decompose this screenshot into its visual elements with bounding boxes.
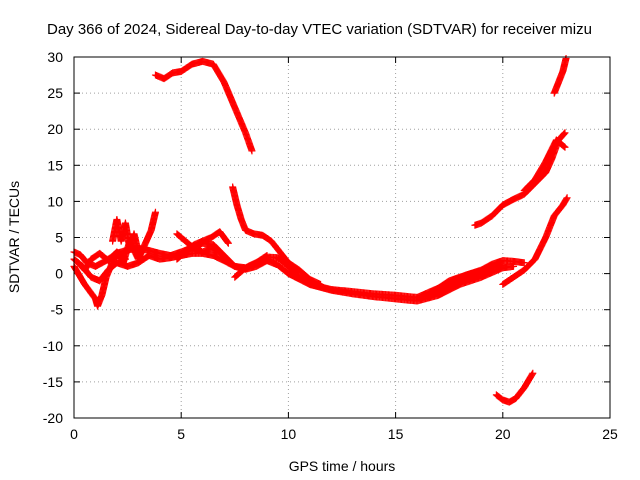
x-tick-label: 0	[70, 426, 78, 442]
data-point	[561, 129, 569, 137]
x-tick-label: 20	[495, 426, 511, 442]
y-tick-label: -15	[43, 374, 63, 390]
data-point	[559, 142, 567, 150]
data-point	[121, 255, 129, 263]
series-track-10	[231, 252, 271, 281]
data-point	[560, 130, 568, 138]
data-point	[510, 262, 518, 270]
chart-title: Day 366 of 2024, Sidereal Day-to-day VTE…	[47, 21, 592, 38]
grid	[74, 57, 610, 418]
series-track-6	[151, 57, 256, 155]
data-point	[151, 208, 159, 216]
series-track-12	[424, 266, 496, 301]
y-axis-ticks: -20 -15 -10 -5 0 5 10 15 20 25 30	[43, 49, 610, 426]
data-point	[317, 280, 325, 288]
series-track-9	[173, 230, 232, 267]
data-point	[224, 238, 232, 246]
data-point	[134, 248, 142, 256]
series-track-15	[499, 194, 571, 288]
data-point	[560, 130, 568, 138]
y-tick-label: -20	[43, 410, 63, 426]
y-tick-label: -5	[51, 302, 64, 318]
data-point	[248, 147, 256, 155]
data-point	[488, 266, 496, 274]
data-point	[499, 261, 507, 269]
y-tick-label: 30	[47, 49, 63, 65]
x-tick-label: 25	[602, 426, 618, 442]
y-tick-label: 25	[47, 85, 63, 101]
series-track-17	[492, 369, 537, 406]
series-track-4	[109, 215, 142, 256]
series-track-7	[229, 183, 325, 288]
data-point	[224, 259, 232, 267]
x-tick-label: 10	[281, 426, 297, 442]
data-point	[563, 195, 571, 203]
plot-frame	[73, 56, 611, 419]
y-axis-label: SDTVAR / TECUs	[6, 181, 22, 293]
data-point	[561, 143, 569, 151]
series-track-5	[74, 248, 129, 274]
data-point	[224, 239, 232, 247]
y-tick-label: 0	[55, 266, 63, 282]
x-tick-label: 15	[388, 426, 404, 442]
data-point	[262, 252, 270, 260]
data-point	[529, 369, 537, 377]
data-point	[560, 143, 568, 151]
data-point	[120, 254, 128, 262]
data-point	[121, 254, 129, 262]
y-tick-label: 5	[55, 230, 63, 246]
data-series	[70, 54, 571, 406]
data-point	[224, 258, 232, 266]
y-tick-label: 15	[47, 157, 63, 173]
data-point	[563, 194, 571, 202]
data-point	[562, 54, 570, 62]
x-tick-label: 5	[177, 426, 185, 442]
data-point	[528, 370, 536, 378]
y-tick-label: -10	[43, 338, 63, 354]
y-tick-label: 10	[47, 193, 63, 209]
series-track-14	[520, 136, 569, 195]
data-point	[263, 252, 271, 260]
series-track-16	[550, 54, 570, 97]
y-tick-label: 20	[47, 121, 63, 137]
x-axis-label: GPS time / hours	[289, 458, 396, 474]
data-point	[520, 259, 528, 267]
